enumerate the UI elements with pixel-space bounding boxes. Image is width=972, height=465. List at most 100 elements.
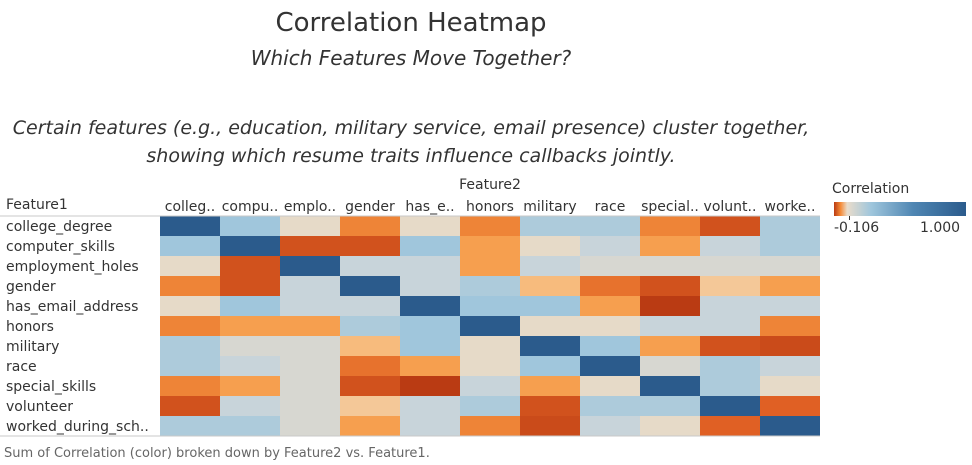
- heatmap-cell[interactable]: [700, 276, 760, 296]
- heatmap-cell[interactable]: [760, 276, 820, 296]
- heatmap-cell[interactable]: [220, 336, 280, 356]
- heatmap-cell[interactable]: [400, 236, 460, 256]
- heatmap-cell[interactable]: [460, 356, 520, 376]
- heatmap-cell[interactable]: [460, 376, 520, 396]
- heatmap-cell[interactable]: [760, 376, 820, 396]
- heatmap-cell[interactable]: [160, 316, 220, 336]
- heatmap-cell[interactable]: [700, 236, 760, 256]
- heatmap-cell[interactable]: [280, 396, 340, 416]
- heatmap-cell[interactable]: [700, 376, 760, 396]
- heatmap-cell[interactable]: [340, 376, 400, 396]
- heatmap-cell[interactable]: [400, 396, 460, 416]
- heatmap-cell[interactable]: [640, 296, 700, 316]
- heatmap-cell[interactable]: [400, 416, 460, 436]
- heatmap-cell[interactable]: [460, 336, 520, 356]
- heatmap-cell[interactable]: [700, 396, 760, 416]
- heatmap-cell[interactable]: [160, 256, 220, 276]
- heatmap-cell[interactable]: [700, 216, 760, 236]
- heatmap-cell[interactable]: [220, 316, 280, 336]
- heatmap-cell[interactable]: [160, 276, 220, 296]
- heatmap-cell[interactable]: [580, 336, 640, 356]
- heatmap-cell[interactable]: [760, 316, 820, 336]
- heatmap-cell[interactable]: [520, 336, 580, 356]
- heatmap-cell[interactable]: [280, 256, 340, 276]
- heatmap-cell[interactable]: [700, 296, 760, 316]
- heatmap-cell[interactable]: [280, 236, 340, 256]
- heatmap-cell[interactable]: [400, 376, 460, 396]
- heatmap-cell[interactable]: [700, 256, 760, 276]
- heatmap-cell[interactable]: [760, 216, 820, 236]
- heatmap-cell[interactable]: [220, 276, 280, 296]
- heatmap-cell[interactable]: [280, 336, 340, 356]
- heatmap-cell[interactable]: [340, 296, 400, 316]
- heatmap-cell[interactable]: [340, 256, 400, 276]
- heatmap-cell[interactable]: [400, 316, 460, 336]
- heatmap-cell[interactable]: [760, 416, 820, 436]
- heatmap-cell[interactable]: [340, 216, 400, 236]
- heatmap-cell[interactable]: [700, 356, 760, 376]
- heatmap-cell[interactable]: [340, 336, 400, 356]
- heatmap-cell[interactable]: [520, 256, 580, 276]
- heatmap-cell[interactable]: [760, 356, 820, 376]
- heatmap-cell[interactable]: [760, 296, 820, 316]
- heatmap-cell[interactable]: [520, 276, 580, 296]
- heatmap-cell[interactable]: [280, 296, 340, 316]
- heatmap-cell[interactable]: [340, 396, 400, 416]
- heatmap-cell[interactable]: [400, 216, 460, 236]
- heatmap-cell[interactable]: [220, 216, 280, 236]
- heatmap-cell[interactable]: [400, 276, 460, 296]
- heatmap-cell[interactable]: [520, 216, 580, 236]
- heatmap-cell[interactable]: [280, 416, 340, 436]
- heatmap-cell[interactable]: [640, 276, 700, 296]
- heatmap-cell[interactable]: [580, 296, 640, 316]
- heatmap-cell[interactable]: [700, 336, 760, 356]
- heatmap-cell[interactable]: [520, 296, 580, 316]
- heatmap-cell[interactable]: [760, 236, 820, 256]
- heatmap-cell[interactable]: [220, 256, 280, 276]
- heatmap-cell[interactable]: [340, 276, 400, 296]
- heatmap-cell[interactable]: [640, 356, 700, 376]
- heatmap-cell[interactable]: [160, 336, 220, 356]
- heatmap-cell[interactable]: [520, 356, 580, 376]
- heatmap-cell[interactable]: [220, 396, 280, 416]
- heatmap-cell[interactable]: [580, 416, 640, 436]
- heatmap-cell[interactable]: [640, 416, 700, 436]
- heatmap-cell[interactable]: [580, 216, 640, 236]
- heatmap-cell[interactable]: [640, 336, 700, 356]
- heatmap-cell[interactable]: [220, 296, 280, 316]
- heatmap-cell[interactable]: [340, 316, 400, 336]
- heatmap-cell[interactable]: [280, 376, 340, 396]
- heatmap-cell[interactable]: [580, 316, 640, 336]
- heatmap-cell[interactable]: [460, 276, 520, 296]
- heatmap-cell[interactable]: [460, 236, 520, 256]
- heatmap-cell[interactable]: [160, 396, 220, 416]
- heatmap-cell[interactable]: [220, 356, 280, 376]
- heatmap-cell[interactable]: [760, 396, 820, 416]
- heatmap-cell[interactable]: [640, 216, 700, 236]
- heatmap-cell[interactable]: [520, 236, 580, 256]
- heatmap-cell[interactable]: [460, 216, 520, 236]
- heatmap-cell[interactable]: [460, 256, 520, 276]
- heatmap-cell[interactable]: [520, 416, 580, 436]
- heatmap-cell[interactable]: [640, 396, 700, 416]
- heatmap-cell[interactable]: [580, 376, 640, 396]
- heatmap-cell[interactable]: [220, 416, 280, 436]
- heatmap-cell[interactable]: [520, 376, 580, 396]
- heatmap-cell[interactable]: [460, 416, 520, 436]
- heatmap-cell[interactable]: [640, 236, 700, 256]
- heatmap-cell[interactable]: [640, 376, 700, 396]
- heatmap-cell[interactable]: [340, 416, 400, 436]
- heatmap-cell[interactable]: [340, 236, 400, 256]
- heatmap-cell[interactable]: [400, 296, 460, 316]
- heatmap-cell[interactable]: [760, 336, 820, 356]
- heatmap-cell[interactable]: [700, 316, 760, 336]
- heatmap-cell[interactable]: [400, 356, 460, 376]
- heatmap-cell[interactable]: [700, 416, 760, 436]
- heatmap-cell[interactable]: [460, 316, 520, 336]
- heatmap-cell[interactable]: [460, 296, 520, 316]
- heatmap-cell[interactable]: [580, 236, 640, 256]
- heatmap-cell[interactable]: [280, 276, 340, 296]
- heatmap-cell[interactable]: [340, 356, 400, 376]
- heatmap-cell[interactable]: [220, 236, 280, 256]
- heatmap-cell[interactable]: [280, 316, 340, 336]
